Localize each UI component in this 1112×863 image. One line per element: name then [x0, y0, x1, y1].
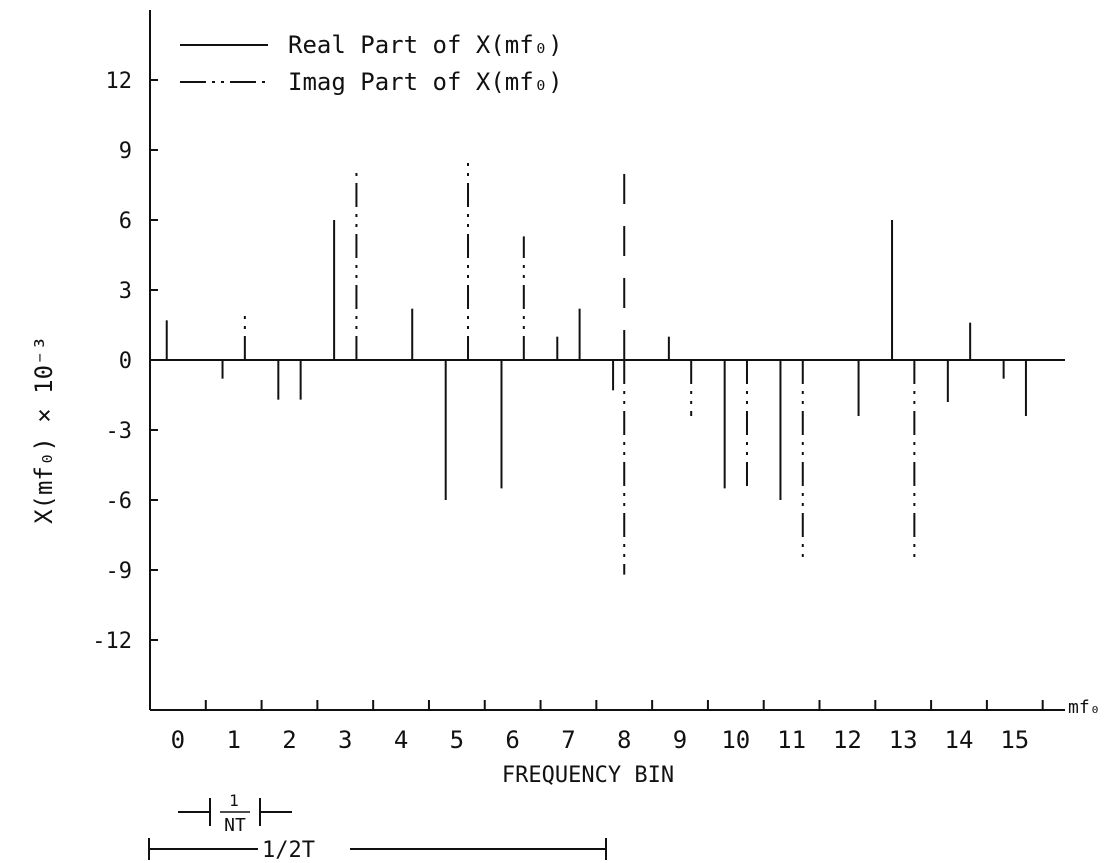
y-tick-label: 9: [119, 139, 132, 164]
x-tick-label: 9: [673, 726, 687, 754]
x-tick-label: 6: [505, 726, 519, 754]
x-tick-label: 3: [338, 726, 352, 754]
bin-width-numerator: 1: [229, 791, 239, 810]
x-tick-label: 8: [617, 726, 631, 754]
y-tick-label: 6: [119, 209, 132, 234]
y-tick-labels: 12 9 6 3 0 -3 -6 -9 -12: [92, 69, 132, 654]
x-tick-label: 4: [394, 726, 408, 754]
half-span-annotation: 1/2T: [148, 838, 607, 863]
x-tick-label: 12: [833, 726, 862, 754]
x-tick-label: 5: [450, 726, 464, 754]
legend-label-imag: Imag Part of X(mf₀): [288, 68, 563, 96]
x-tick-label: 10: [721, 726, 750, 754]
x-tick-label: 14: [945, 726, 974, 754]
x-axis-end-label: mf₀: [1068, 697, 1101, 718]
x-tick-label: 13: [889, 726, 918, 754]
y-tick-label: -9: [106, 559, 133, 584]
x-tick-label: 15: [1000, 726, 1029, 754]
data-marks: [165, 157, 1027, 575]
y-tick-label: -3: [106, 419, 133, 444]
y-tick-label: 3: [119, 279, 132, 304]
x-tick-label: 1: [226, 726, 240, 754]
x-tick-label: 7: [561, 726, 575, 754]
bin-width-annotation: 1 NT: [178, 791, 292, 836]
x-axis-label: FREQUENCY BIN: [502, 763, 674, 788]
legend: Real Part of X(mf₀) Imag Part of X(mf₀): [180, 31, 563, 96]
y-tick-label: -12: [92, 629, 132, 654]
x-tick-label: 0: [171, 726, 185, 754]
half-span-label: 1/2T: [262, 838, 315, 863]
bin-width-denominator: NT: [224, 815, 246, 836]
x-tick-label: 11: [777, 726, 806, 754]
y-axis-label: X(mf₀) × 10⁻³: [30, 336, 58, 524]
y-tick-label: 0: [119, 349, 132, 374]
x-tick-labels: 0 1 2 3 4 5 6 7 8 9 10 11 12 13 14 15: [171, 726, 1030, 754]
axes: [149, 10, 1065, 711]
x-tick-label: 2: [282, 726, 296, 754]
legend-label-real: Real Part of X(mf₀): [288, 31, 563, 59]
y-tick-label: -6: [106, 489, 133, 514]
y-tick-label: 12: [106, 69, 133, 94]
